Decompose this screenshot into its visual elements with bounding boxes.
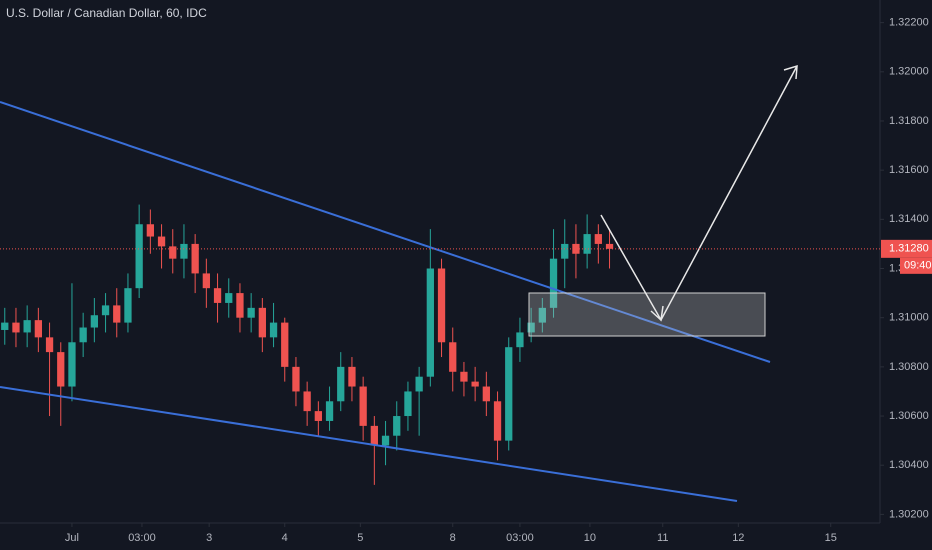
y-tick-label: 1.30600 xyxy=(889,410,929,422)
candle-body xyxy=(583,234,591,254)
candle-body xyxy=(236,293,244,318)
candle-body xyxy=(449,342,457,372)
candle-body xyxy=(68,342,76,387)
chart-title: U.S. Dollar / Canadian Dollar, 60, IDC xyxy=(6,6,207,20)
candle-body xyxy=(12,322,20,333)
candle-body xyxy=(269,322,278,338)
candle-body xyxy=(57,352,65,387)
candle-body xyxy=(493,401,502,441)
candle-body xyxy=(505,347,513,441)
candle-body xyxy=(415,376,423,392)
candle-body xyxy=(572,243,580,254)
candle-body xyxy=(482,386,490,402)
candle-body xyxy=(594,234,602,244)
x-tick-label: 03:00 xyxy=(506,532,534,544)
candle-body xyxy=(527,322,535,333)
candle-body xyxy=(79,327,87,343)
candle-body xyxy=(281,322,289,367)
candle-body xyxy=(90,315,98,328)
candle-body xyxy=(314,411,322,421)
arrow-head xyxy=(650,305,664,322)
candle-body xyxy=(561,243,569,259)
y-tick-label: 1.30200 xyxy=(889,508,929,520)
candle-body xyxy=(605,243,614,249)
countdown-label: 09:40 xyxy=(904,260,932,272)
candle-body xyxy=(135,224,143,289)
candle-body xyxy=(45,337,54,353)
candle-body xyxy=(538,307,546,323)
x-tick-label: 12 xyxy=(732,532,744,544)
candle-body xyxy=(146,224,154,237)
candle-body xyxy=(370,425,378,446)
y-tick-label: 1.32000 xyxy=(889,66,929,78)
y-tick-label: 1.31000 xyxy=(889,312,929,324)
plot xyxy=(1,204,614,485)
candle-body xyxy=(225,293,233,303)
candle-body xyxy=(337,366,345,402)
zone-box xyxy=(528,292,766,337)
candle-body xyxy=(34,320,42,338)
candle-body xyxy=(303,391,311,412)
x-tick-label: 11 xyxy=(657,532,668,544)
x-tick-label: 5 xyxy=(357,532,363,544)
candle-body xyxy=(202,273,210,289)
candle-body xyxy=(516,332,524,348)
candle-body xyxy=(157,236,166,247)
candle-body xyxy=(113,305,121,323)
y-tick-label: 1.30400 xyxy=(889,459,929,471)
candle-body xyxy=(213,288,222,303)
candle-body xyxy=(292,366,300,392)
x-tick-label: 4 xyxy=(282,532,288,544)
candle-body xyxy=(1,322,9,330)
candle-body xyxy=(381,435,390,446)
y-tick-label: 1.30800 xyxy=(889,361,929,373)
y-tick-label: 1.31800 xyxy=(889,115,929,127)
candle-body xyxy=(258,307,266,338)
x-tick-label: Jul xyxy=(65,532,79,544)
candle-body xyxy=(549,258,558,308)
candle-body xyxy=(124,288,132,323)
candle-body xyxy=(393,416,401,436)
x-tick-label: 8 xyxy=(450,532,456,544)
x-tick-label: 03:00 xyxy=(128,532,156,544)
last-price-box xyxy=(881,239,932,258)
candle-body xyxy=(247,307,255,318)
candle-body xyxy=(460,371,468,382)
candle-body xyxy=(437,268,446,343)
candle-body xyxy=(404,391,412,417)
candle-body xyxy=(169,246,177,259)
candle-body xyxy=(426,268,434,377)
trend-line xyxy=(0,386,738,502)
candle-body xyxy=(471,381,479,387)
x-tick-label: 10 xyxy=(584,532,596,544)
last-price-label: 1.31280 xyxy=(889,243,929,255)
x-tick-label: 3 xyxy=(206,532,212,544)
candle-body xyxy=(191,243,199,274)
y-tick-label: 1.31400 xyxy=(889,213,929,225)
candle-body xyxy=(359,386,367,426)
y-tick-label: 1.32200 xyxy=(889,17,929,29)
candle-body xyxy=(325,401,334,421)
candle-body xyxy=(348,366,356,387)
x-tick-label: 15 xyxy=(825,532,837,544)
trend-line xyxy=(0,101,771,363)
candle-body xyxy=(23,320,31,333)
candle-body xyxy=(180,243,188,259)
arrow-head xyxy=(783,64,798,80)
y-tick-label: 1.31600 xyxy=(889,164,929,176)
countdown-box xyxy=(900,257,932,274)
candle-body xyxy=(101,305,110,316)
